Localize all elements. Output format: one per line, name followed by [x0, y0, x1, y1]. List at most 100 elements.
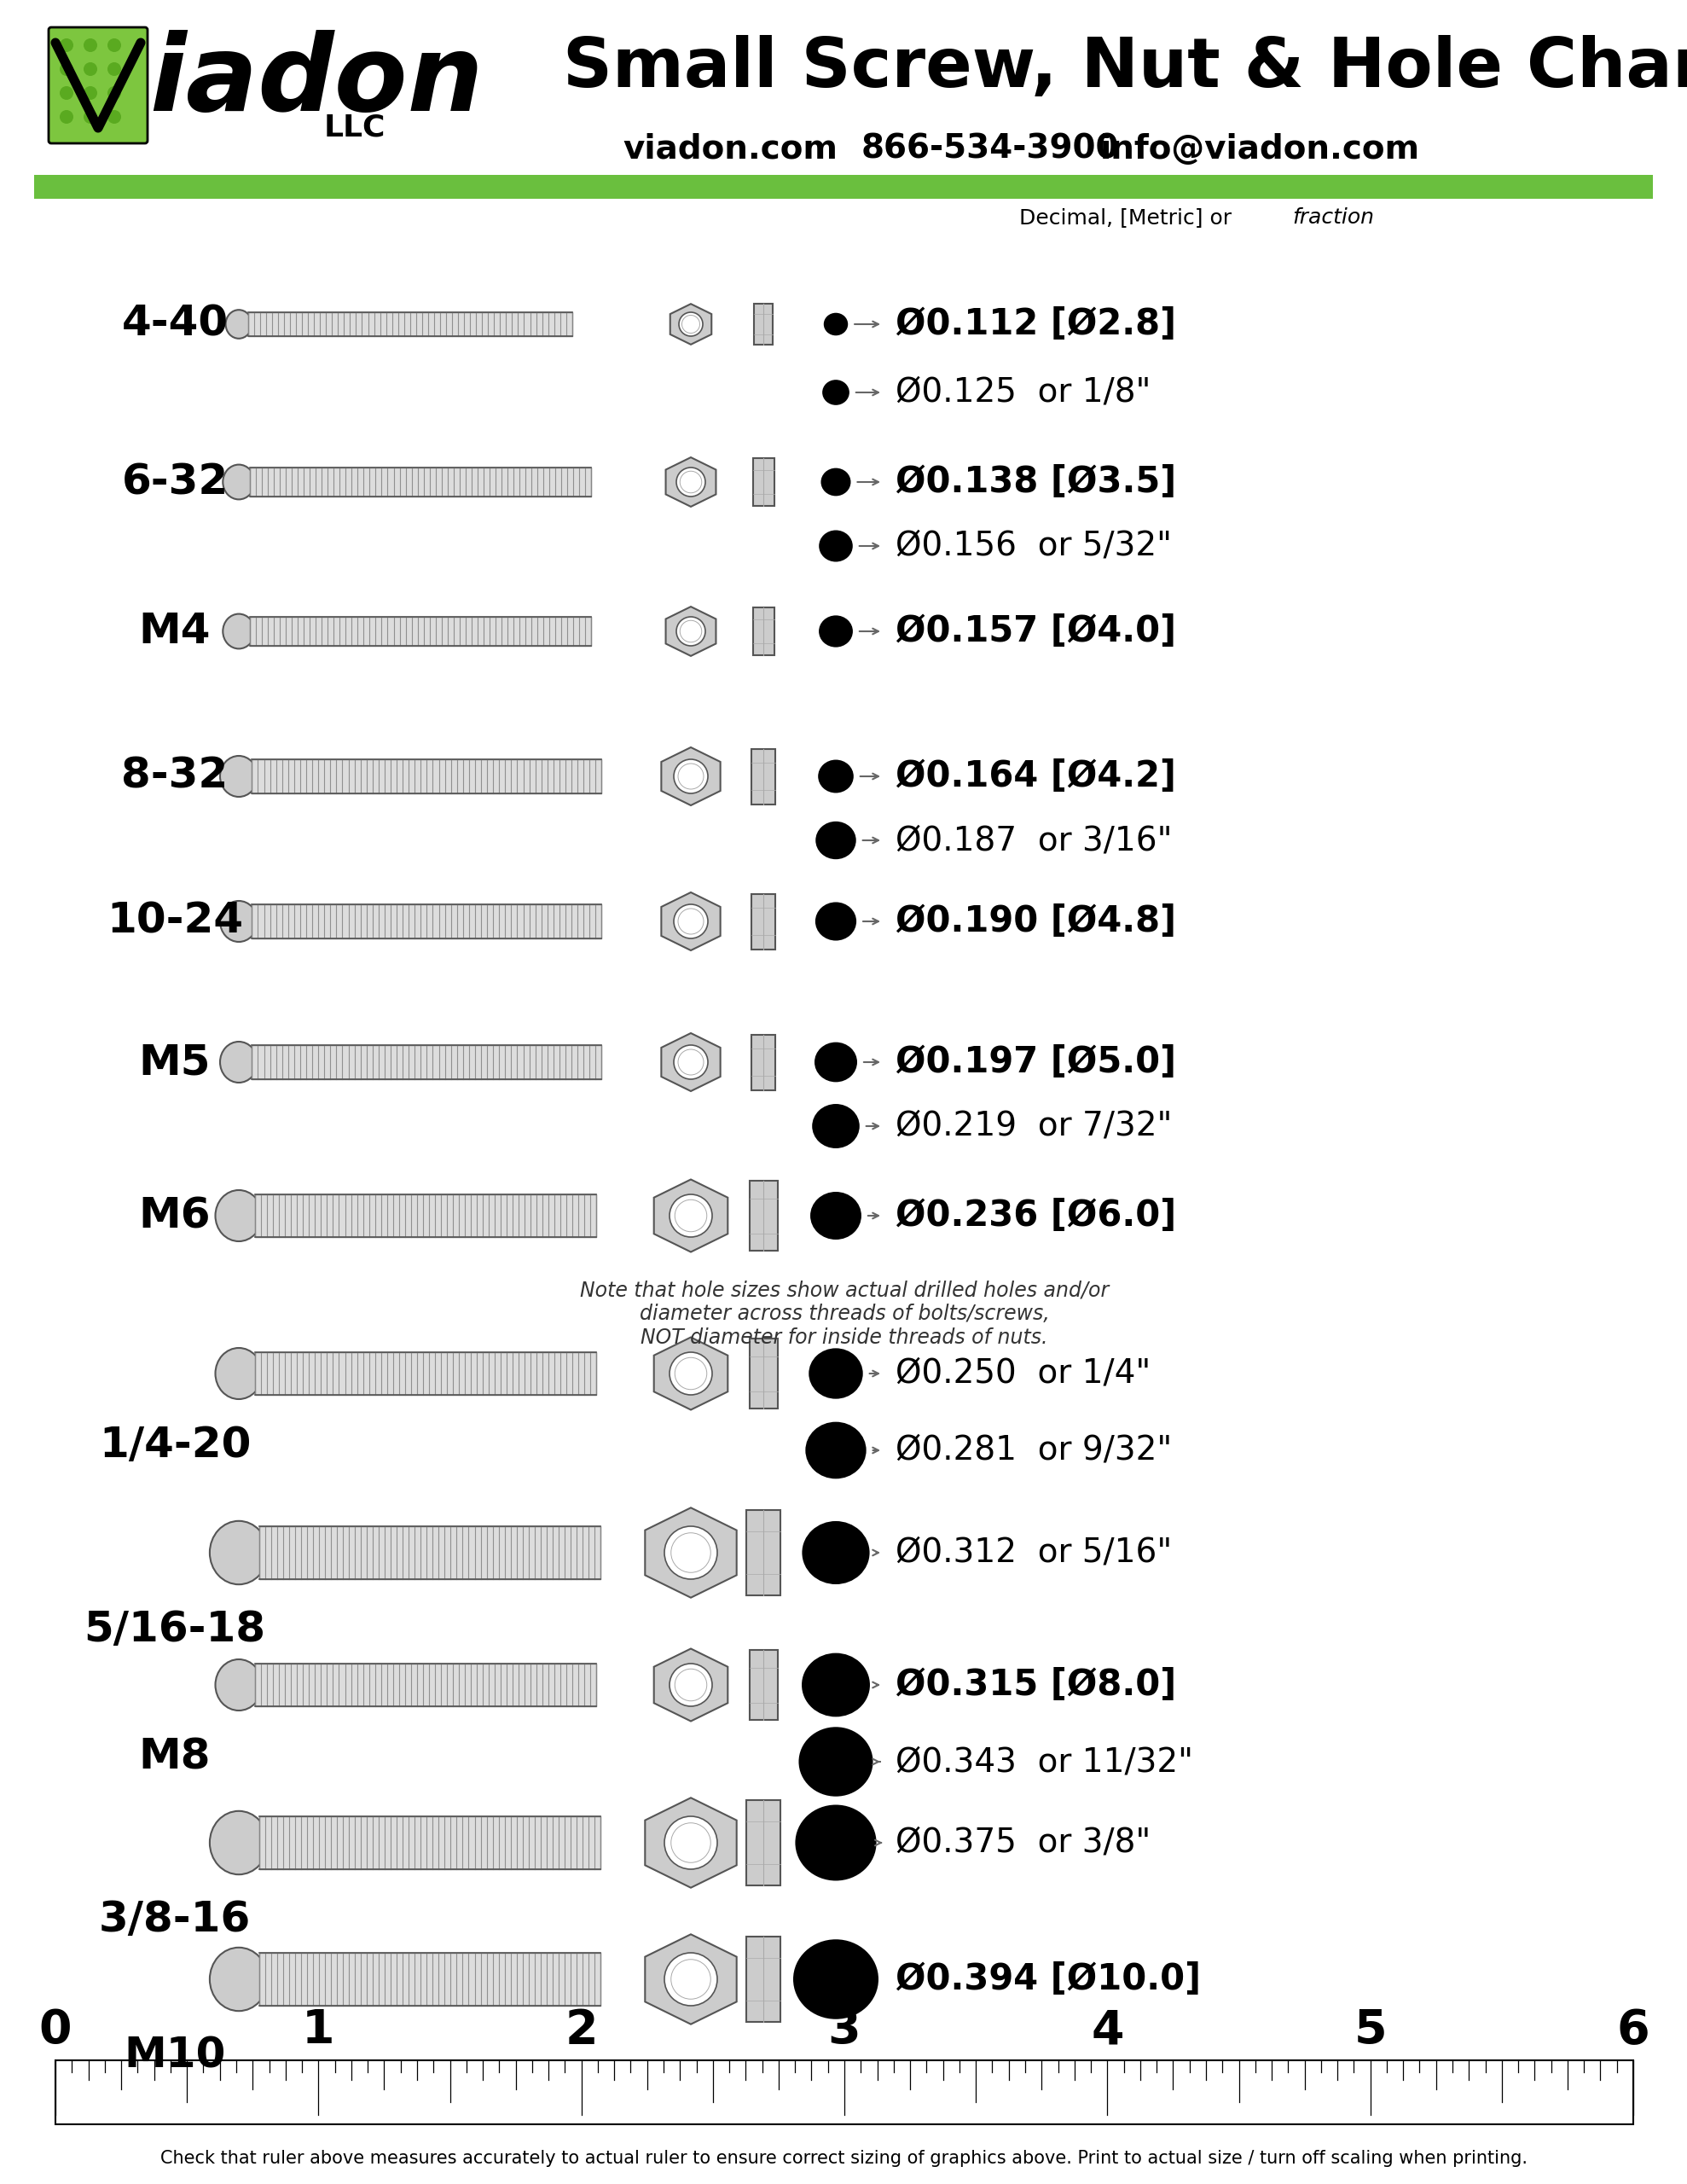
Circle shape [673, 760, 709, 793]
Circle shape [665, 1527, 717, 1579]
Circle shape [675, 1199, 707, 1232]
Ellipse shape [808, 1348, 862, 1398]
Circle shape [670, 1664, 712, 1706]
Circle shape [676, 467, 705, 496]
Bar [255, 1195, 597, 1236]
Circle shape [84, 109, 98, 124]
Ellipse shape [818, 760, 854, 793]
Bar [751, 893, 776, 950]
Bar [751, 1035, 776, 1090]
Text: Ø0.236 [Ø6.0]: Ø0.236 [Ø6.0] [896, 1197, 1176, 1234]
Circle shape [676, 616, 705, 646]
Circle shape [108, 109, 121, 124]
Polygon shape [661, 1033, 720, 1092]
Bar [250, 467, 590, 496]
Text: Ø0.187  or 3/16": Ø0.187 or 3/16" [896, 823, 1172, 856]
Polygon shape [661, 893, 720, 950]
Bar [746, 1937, 781, 2022]
Circle shape [671, 1533, 710, 1572]
Ellipse shape [805, 1422, 865, 1479]
Bar [255, 1664, 597, 1706]
Ellipse shape [823, 312, 849, 336]
Ellipse shape [822, 380, 849, 404]
FancyBboxPatch shape [49, 26, 147, 144]
Text: M6: M6 [138, 1195, 211, 1236]
Circle shape [84, 39, 98, 52]
Text: LLC: LLC [324, 114, 386, 142]
Ellipse shape [209, 1811, 268, 1874]
Text: 4: 4 [1091, 2007, 1124, 2053]
Text: Ø0.315 [Ø8.0]: Ø0.315 [Ø8.0] [896, 1666, 1176, 1704]
Text: Ø0.281  or 9/32": Ø0.281 or 9/32" [896, 1435, 1172, 1465]
Text: Ø0.125  or 1/8": Ø0.125 or 1/8" [896, 376, 1151, 408]
Ellipse shape [209, 1520, 268, 1583]
Ellipse shape [223, 465, 255, 500]
Text: Ø0.219  or 7/32": Ø0.219 or 7/32" [896, 1109, 1172, 1142]
Ellipse shape [209, 1948, 268, 2011]
Polygon shape [655, 1337, 727, 1411]
Text: 5: 5 [1355, 2007, 1387, 2053]
Circle shape [680, 472, 702, 494]
Text: 4-40: 4-40 [121, 304, 228, 345]
Text: 1: 1 [302, 2007, 336, 2053]
Text: Note that hole sizes show actual drilled holes and/or
diameter across threads of: Note that hole sizes show actual drilled… [580, 1280, 1108, 1348]
Bar [251, 1046, 602, 1079]
Polygon shape [670, 304, 712, 345]
Text: Ø0.156  or 5/32": Ø0.156 or 5/32" [896, 531, 1172, 561]
Bar [255, 1352, 597, 1396]
Circle shape [108, 39, 121, 52]
Bar [749, 1339, 778, 1409]
Bar [260, 1952, 601, 2005]
Text: 5/16-18: 5/16-18 [84, 1610, 267, 1649]
Ellipse shape [798, 1728, 872, 1797]
Circle shape [682, 314, 700, 334]
Text: M8: M8 [138, 1736, 211, 1778]
Text: Ø0.375  or 3/8": Ø0.375 or 3/8" [896, 1826, 1151, 1859]
Text: Ø0.164 [Ø4.2]: Ø0.164 [Ø4.2] [896, 758, 1176, 795]
Ellipse shape [822, 467, 850, 496]
Ellipse shape [219, 756, 258, 797]
Text: M5: M5 [138, 1042, 211, 1083]
Circle shape [678, 764, 703, 788]
Circle shape [670, 1195, 712, 1236]
Circle shape [675, 1669, 707, 1701]
Circle shape [665, 1817, 717, 1870]
Bar [248, 312, 572, 336]
Bar [752, 607, 774, 655]
Text: fraction: fraction [1292, 207, 1373, 227]
Bar [251, 760, 602, 793]
Ellipse shape [815, 821, 855, 858]
Circle shape [59, 39, 73, 52]
Circle shape [678, 1048, 703, 1075]
Polygon shape [666, 607, 715, 655]
Circle shape [673, 1046, 709, 1079]
Ellipse shape [223, 614, 255, 649]
Text: 3: 3 [828, 2007, 860, 2053]
Text: Ø0.250  or 1/4": Ø0.250 or 1/4" [896, 1356, 1151, 1389]
Ellipse shape [219, 900, 258, 941]
Text: 1/4-20: 1/4-20 [100, 1424, 251, 1465]
Text: Ø0.157 [Ø4.0]: Ø0.157 [Ø4.0] [896, 614, 1176, 649]
Circle shape [680, 620, 702, 642]
Polygon shape [644, 1935, 737, 2025]
Text: Ø0.190 [Ø4.8]: Ø0.190 [Ø4.8] [896, 904, 1176, 939]
Circle shape [108, 85, 121, 100]
Polygon shape [655, 1649, 727, 1721]
Text: Ø0.112 [Ø2.8]: Ø0.112 [Ø2.8] [896, 306, 1176, 343]
Circle shape [59, 63, 73, 76]
Polygon shape [666, 456, 715, 507]
Circle shape [108, 63, 121, 76]
Circle shape [665, 1952, 717, 2005]
Circle shape [59, 85, 73, 100]
Ellipse shape [818, 616, 854, 646]
Circle shape [59, 109, 73, 124]
Text: 3/8-16: 3/8-16 [100, 1900, 251, 1939]
Circle shape [673, 904, 709, 939]
Text: 2: 2 [565, 2007, 597, 2053]
Circle shape [678, 312, 703, 336]
Bar [56, 2060, 1633, 2125]
Ellipse shape [216, 1190, 261, 1241]
Bar [250, 616, 590, 646]
Ellipse shape [801, 1520, 869, 1583]
Ellipse shape [795, 1804, 877, 1880]
